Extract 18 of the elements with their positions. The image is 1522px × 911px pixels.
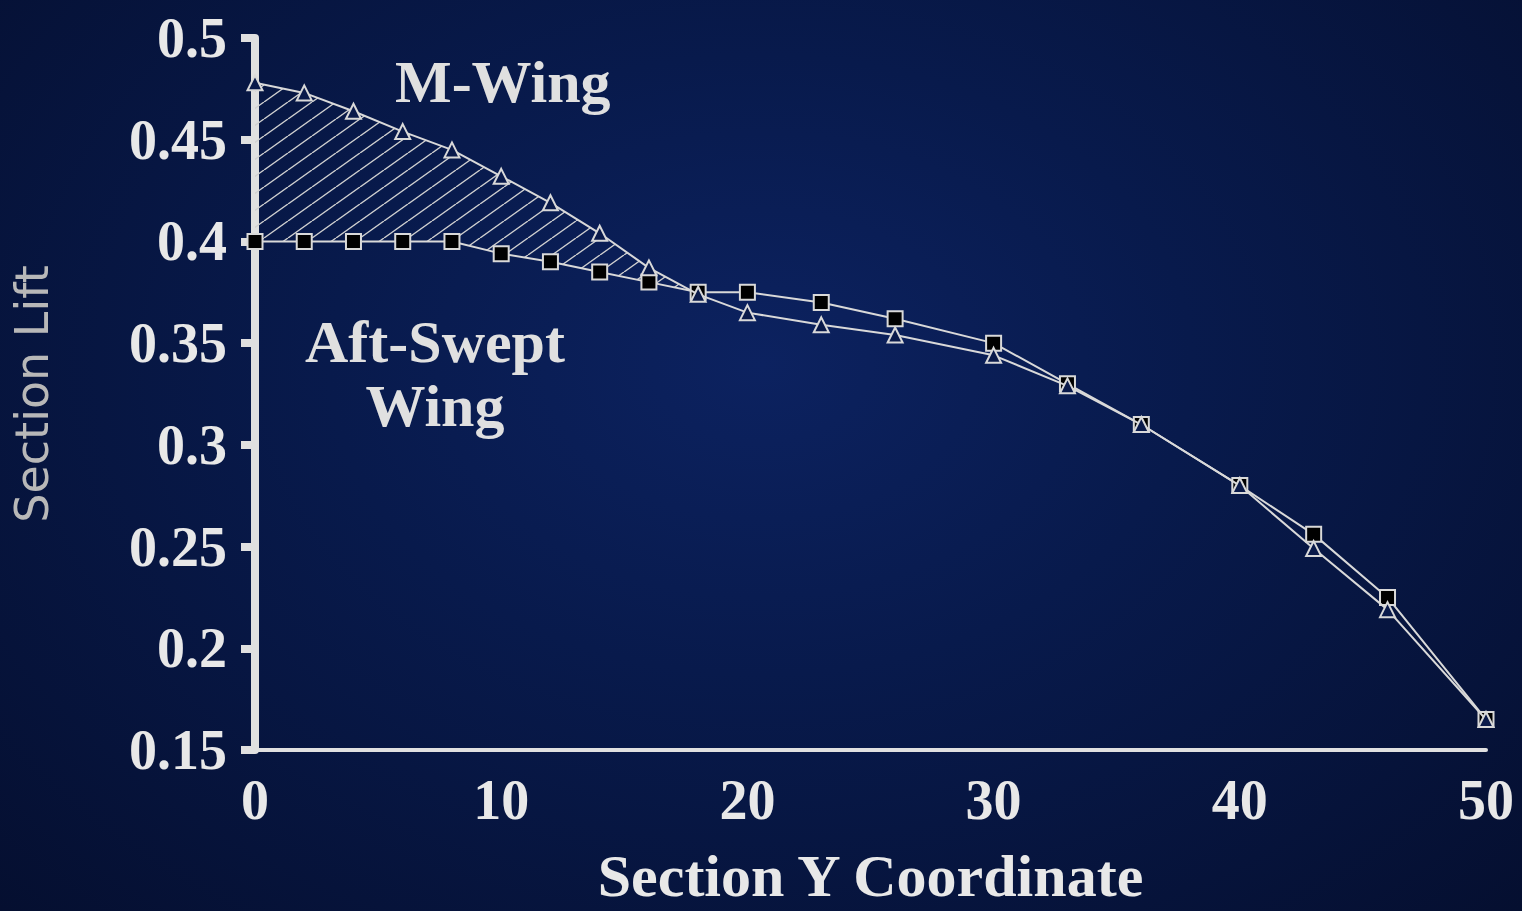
y-tick-label: 0.2 <box>157 617 227 680</box>
x-tick-label: 40 <box>1211 769 1268 831</box>
y-tick-label: 0.4 <box>157 210 227 273</box>
y-tick-label: 0.3 <box>157 413 227 476</box>
series-label: Aft-Swept Wing <box>304 309 566 439</box>
y-tick-label: 0.35 <box>129 312 227 375</box>
series-label: M-Wing <box>395 49 611 115</box>
y-tick-label: 0.5 <box>157 7 227 69</box>
x-tick-label: 30 <box>965 769 1022 831</box>
x-tick-label: 20 <box>719 769 776 831</box>
y-tick-label: 0.45 <box>129 108 227 171</box>
x-tick-label: 50 <box>1458 769 1514 831</box>
x-axis-title: Section Y Coordinate <box>597 843 1144 909</box>
y-tick-label: 0.25 <box>129 515 227 578</box>
x-tick-label: 10 <box>473 769 530 831</box>
y-axis-title: Section Lift <box>5 265 59 523</box>
x-tick-label: 0 <box>241 769 269 831</box>
y-tick-label: 0.15 <box>129 719 227 781</box>
